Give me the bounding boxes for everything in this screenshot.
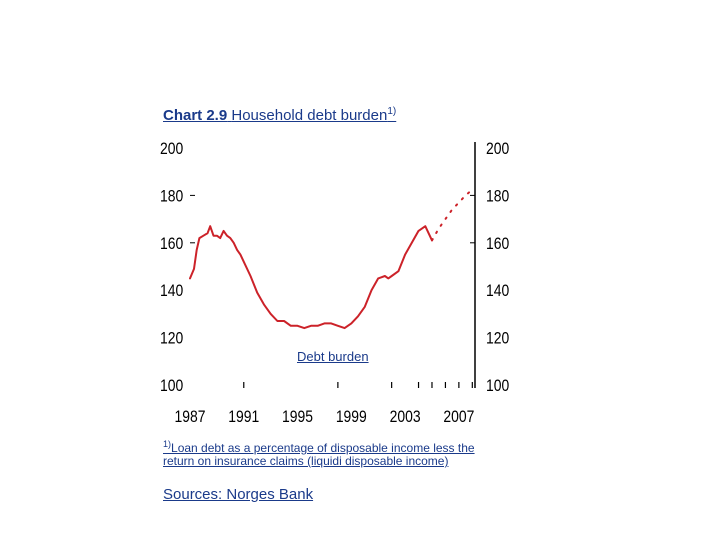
y-tick-right-200: 200 — [486, 140, 510, 159]
y-tick-right-120: 120 — [486, 329, 510, 348]
x-tick-1999: 1999 — [336, 408, 367, 427]
footnote-text: Loan debt as a percentage of disposable … — [163, 441, 475, 468]
title-footnote-marker: 1) — [387, 106, 397, 117]
y-tick-right-140: 140 — [486, 282, 510, 301]
y-tick-left-140: 140 — [160, 282, 184, 301]
x-tick-1991: 1991 — [228, 408, 259, 427]
y-tick-left-160: 160 — [160, 235, 184, 254]
x-tick-2003: 2003 — [390, 408, 421, 427]
y-tick-left-120: 120 — [160, 329, 184, 348]
footnote: 1)Loan debt as a percentage of disposabl… — [163, 438, 508, 468]
y-ticks-left: 200 180 160 140 120 100 — [160, 140, 195, 396]
chart-title: Chart 2.9 Household debt burden1) — [163, 106, 396, 124]
x-tick-2007: 2007 — [443, 408, 474, 427]
series-label-debt-burden: Debt burden — [297, 349, 369, 364]
y-tick-left-200: 200 — [160, 140, 184, 159]
chart-number: Chart 2.9 — [163, 107, 228, 124]
series-line-projection — [431, 189, 472, 242]
x-tick-1987: 1987 — [175, 408, 206, 427]
sources-note: Sources: Norges Bank — [163, 486, 314, 503]
x-tick-1995: 1995 — [282, 408, 313, 427]
y-ticks-right: 200 180 160 140 120 100 — [470, 140, 510, 396]
series-line-debt-burden — [189, 225, 433, 330]
x-ticks: 1987 1991 1995 1999 2003 2007 — [175, 382, 474, 427]
footnote-marker: 1) — [163, 439, 172, 449]
y-tick-right-160: 160 — [486, 235, 510, 254]
y-tick-right-100: 100 — [486, 377, 510, 396]
y-tick-left-100: 100 — [160, 377, 184, 396]
y-tick-left-180: 180 — [160, 187, 184, 206]
series-group — [189, 189, 472, 330]
y-tick-right-180: 180 — [486, 187, 510, 206]
chart-title-text: Household debt burden — [231, 107, 388, 124]
